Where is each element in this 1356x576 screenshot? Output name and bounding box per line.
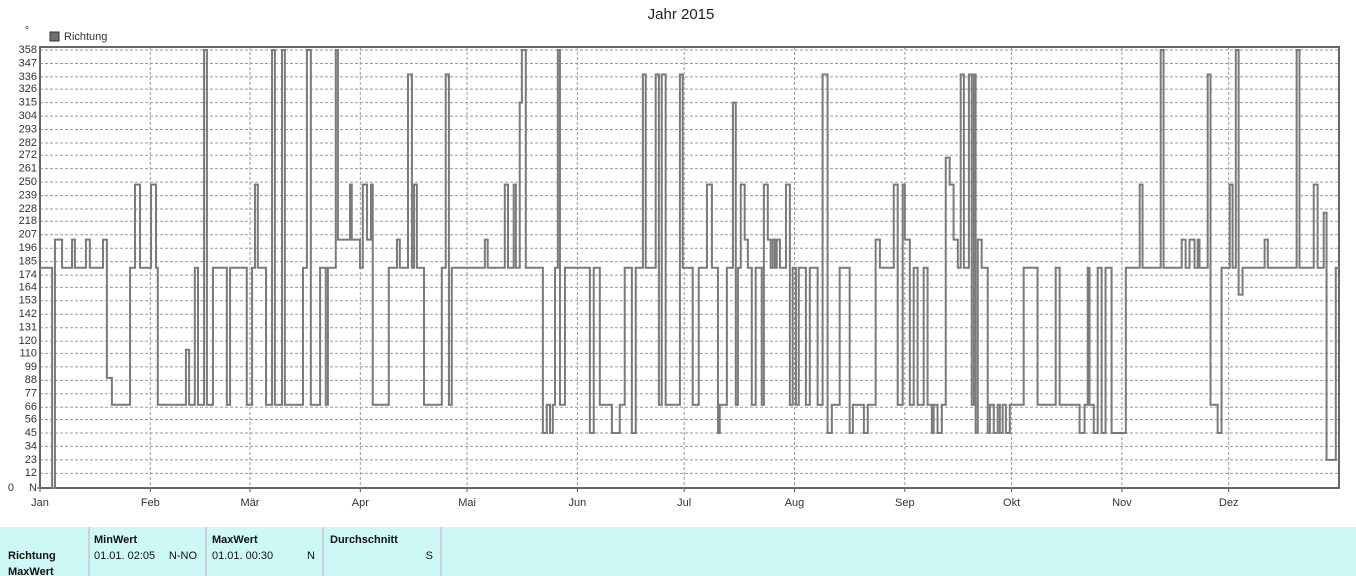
y-tick-label: 120 [19, 335, 37, 347]
y-tick-label: 99 [25, 361, 37, 373]
y-tick-label: 23 [25, 454, 37, 466]
y-axis-unit: ° [25, 25, 29, 37]
y-tick-label: 304 [19, 110, 37, 122]
y-tick-label: 142 [19, 308, 37, 320]
x-tick-label: Feb [141, 497, 160, 509]
y-tick-label: 77 [25, 388, 37, 400]
y-tick-label: 293 [19, 123, 37, 135]
y-tick-label: 218 [19, 215, 37, 227]
y-tick-label: 56 [25, 413, 37, 425]
y-tick-label: 358 [19, 44, 37, 56]
row-label: MaxWert [8, 566, 54, 576]
cell-datetime: 01.01. 00:30 [212, 550, 273, 562]
y-tick-label: 12 [25, 467, 37, 479]
column-header: MaxWert [212, 534, 258, 546]
y-tick-label: 261 [19, 163, 37, 175]
legend-label: Richtung [64, 31, 107, 43]
x-tick-label: Mär [240, 497, 259, 509]
column-header: Durchschnitt [330, 534, 398, 546]
chart-title: Jahr 2015 [648, 6, 715, 23]
x-tick-label: Sep [895, 497, 915, 509]
legend-swatch [49, 31, 60, 42]
y-tick-label: 282 [19, 137, 37, 149]
y-tick-label: 45 [25, 427, 37, 439]
x-tick-label: Apr [352, 497, 369, 509]
y-tick-label: 185 [19, 256, 37, 268]
y-min-direction: N [29, 482, 37, 494]
x-tick-label: Jun [569, 497, 587, 509]
y-tick-label: 66 [25, 401, 37, 413]
cell-direction: N-NO [169, 550, 198, 562]
cell-direction: S [426, 550, 433, 562]
y-tick-label: 336 [19, 71, 37, 83]
cell-direction: N [307, 550, 315, 562]
summary-panel [0, 527, 1356, 576]
y-tick-label: 131 [19, 322, 37, 334]
y-tick-label: 228 [19, 203, 37, 215]
x-tick-label: Mai [458, 497, 476, 509]
x-tick-label: Dez [1219, 497, 1239, 509]
x-tick-label: Aug [785, 497, 805, 509]
row-label: Richtung [8, 550, 56, 562]
y-tick-label: 239 [19, 189, 37, 201]
y-tick-label: 347 [19, 57, 37, 69]
y-tick-label: 250 [19, 176, 37, 188]
y-tick-label: 88 [25, 374, 37, 386]
y-tick-label: 272 [19, 149, 37, 161]
y-tick-label: 207 [19, 229, 37, 241]
y-tick-label: 110 [19, 347, 37, 359]
y-tick-label: 0 [8, 482, 14, 494]
x-tick-label: Jan [31, 497, 49, 509]
x-tick-label: Nov [1112, 497, 1132, 509]
y-tick-label: 153 [19, 295, 37, 307]
y-tick-label: 196 [19, 242, 37, 254]
x-tick-label: Jul [677, 497, 691, 509]
y-tick-label: 174 [19, 269, 37, 281]
y-tick-label: 34 [25, 440, 37, 452]
y-tick-label: 315 [19, 97, 37, 109]
x-tick-label: Okt [1003, 497, 1020, 509]
cell-datetime: 01.01. 02:05 [94, 550, 155, 562]
column-header: MinWert [94, 534, 138, 546]
y-tick-label: 164 [19, 281, 37, 293]
y-tick-label: 326 [19, 83, 37, 95]
